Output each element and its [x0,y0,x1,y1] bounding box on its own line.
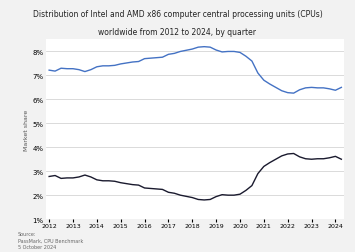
Text: Source:
PassMark, CPU Benchmark
5 October 2024: Source: PassMark, CPU Benchmark 5 Octobe… [18,231,83,249]
Text: worldwide from 2012 to 2024, by quarter: worldwide from 2012 to 2024, by quarter [98,28,257,37]
Y-axis label: Market share: Market share [24,109,29,150]
Text: Distribution of Intel and AMD x86 computer central processing units (CPUs): Distribution of Intel and AMD x86 comput… [33,10,322,19]
